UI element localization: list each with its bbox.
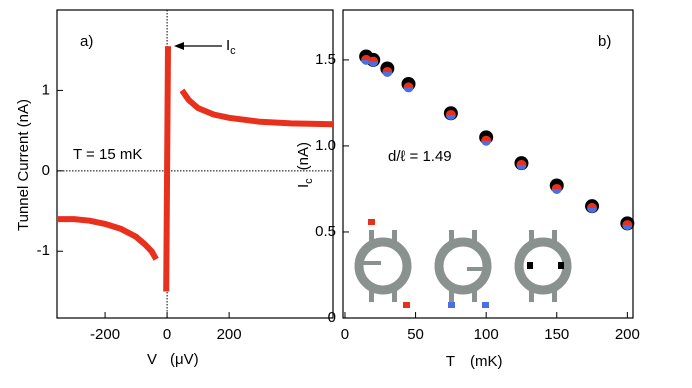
y-tick-label: 1.0 [315,137,336,154]
data-point [445,109,456,120]
plot-frame [56,9,334,319]
y-tick-label: 1.5 [315,51,336,68]
data-point [551,183,562,194]
data-line [57,46,334,292]
y-axis-label: Ic (nA) [295,142,315,188]
x-axis-unit: (mK) [470,353,503,370]
x-tick-label: -200 [90,326,120,343]
data-point [516,159,527,170]
y-tick-label: 0 [42,162,50,179]
y-tick-label: 1 [42,81,50,98]
panel-label: a) [80,33,93,50]
y-tick-label: 0 [328,309,336,326]
y-label-unit: (nA) [295,142,312,170]
x-axis-unit: (μV) [170,351,199,368]
data-point [587,202,598,213]
arrow-label: Ic [226,37,236,57]
arrow-label-sub: c [230,45,236,57]
x-axis-label: T [446,353,455,370]
data-point [368,56,379,67]
x-tick-label: 200 [615,326,640,343]
y-tick-label: -1 [37,242,50,259]
x-tick-label: 200 [217,326,242,343]
x-tick-label: 50 [407,326,424,343]
plot-frame [342,9,634,319]
inset-icons [354,237,572,295]
y-tick-label: 0.5 [315,223,336,240]
data-point [481,135,492,146]
panel-label: b) [598,33,611,50]
x-tick-label: 0 [163,326,171,343]
data-point [622,220,633,231]
arrow-head [174,42,184,50]
x-axis-label: V [147,351,157,368]
data-point [403,82,414,93]
x-tick-label: 100 [474,326,499,343]
x-tick-label: 0 [341,326,349,343]
annotation: T = 15 mK [73,146,142,163]
data-point [382,66,393,77]
x-tick-label: 150 [544,326,569,343]
arrow-label-main: I [226,37,230,54]
annotation: d/ℓ = 1.49 [388,148,452,165]
inset-markers [368,219,564,308]
y-label-main: I [295,184,312,188]
inset-leads [359,230,557,302]
y-label-sub: c [303,178,315,184]
y-axis-label: Tunnel Current (nA) [15,99,32,231]
